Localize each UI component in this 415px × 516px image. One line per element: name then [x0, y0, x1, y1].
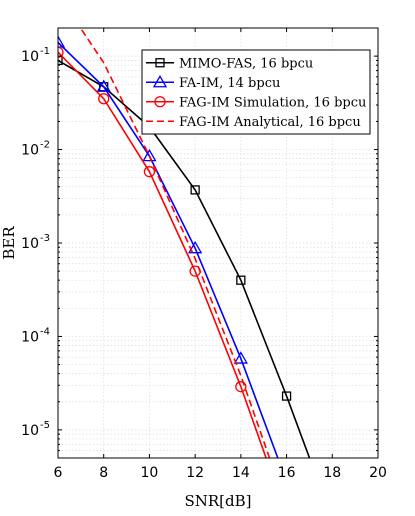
square-marker — [155, 58, 165, 68]
circle-marker — [282, 511, 292, 516]
triangle-marker — [58, 35, 66, 48]
legend-label: FAG-IM Simulation, 16 bpcu — [179, 95, 366, 110]
y-tick-label: 10 — [21, 49, 39, 65]
x-tick-label: 16 — [278, 465, 296, 481]
triangle-marker — [142, 148, 157, 162]
x-tick-label: 6 — [54, 465, 63, 481]
legend-label: FA-IM, 14 bpcu — [179, 76, 280, 91]
x-tick-label: 18 — [323, 465, 341, 481]
triangle-marker — [188, 240, 203, 254]
y-tick-exponent: -4 — [40, 326, 50, 337]
x-tick-label: 20 — [369, 465, 387, 481]
y-tick-label: 10 — [21, 423, 39, 439]
legend: MIMO-FAS, 16 bpcu FA-IM, 14 bpcu FAG-IM Si… — [141, 49, 371, 135]
square-marker — [58, 55, 63, 66]
legend-box — [141, 49, 371, 135]
x-tick-label: 14 — [232, 465, 250, 481]
y-tick-exponent: -3 — [40, 233, 50, 244]
x-tick-label: 10 — [141, 465, 159, 481]
circle-marker — [235, 381, 247, 393]
series-layer — [58, 28, 311, 516]
square-marker — [190, 185, 200, 195]
square-marker — [236, 275, 246, 285]
y-tick-label: 10 — [21, 143, 39, 159]
y-tick-exponent: -1 — [40, 46, 50, 57]
legend-label: FAG-IM Analytical, 16 bpcu — [179, 115, 361, 130]
series-line-3 — [58, 51, 267, 458]
series-line-4 — [79, 28, 271, 458]
x-axis-label: SNR[dB] — [184, 492, 251, 510]
triangle-marker — [233, 351, 248, 364]
y-tick-exponent: -5 — [40, 420, 50, 431]
circle-marker — [154, 96, 166, 108]
y-tick-label: 10 — [21, 236, 39, 252]
triangle-marker — [152, 74, 168, 88]
circle-marker — [98, 93, 110, 105]
circle-marker — [143, 166, 156, 178]
y-tick-exponent: -2 — [40, 140, 50, 151]
y-tick-label: 10 — [21, 329, 39, 345]
y-axis-label: BER — [0, 226, 18, 260]
x-tick-label: 8 — [99, 465, 108, 481]
legend-label: MIMO-FAS, 16 bpcu — [179, 56, 313, 71]
triangle-marker — [96, 79, 111, 92]
circle-marker — [58, 46, 64, 58]
series-line-2 — [58, 41, 279, 458]
x-tick-label: 12 — [186, 465, 204, 481]
square-marker — [281, 391, 292, 401]
